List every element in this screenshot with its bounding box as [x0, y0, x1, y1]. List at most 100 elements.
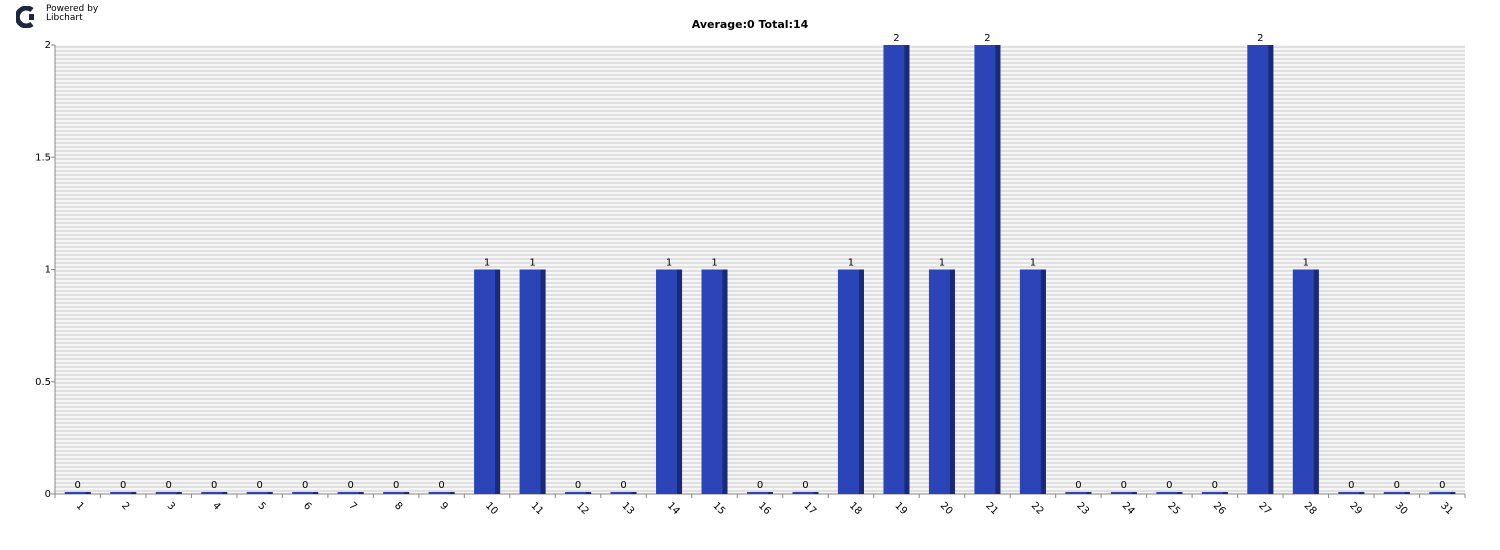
bar-shadow	[313, 492, 319, 494]
x-tick-label: 20	[938, 500, 955, 517]
bar-shadow	[813, 492, 819, 494]
bar-shadow	[404, 492, 410, 494]
bar	[1156, 492, 1183, 494]
bar	[292, 492, 319, 494]
bar-shadow	[586, 492, 592, 494]
bar	[1110, 492, 1137, 494]
x-tick-label: 22	[1029, 500, 1046, 517]
data-label: 0	[1166, 480, 1172, 491]
bar-shadow	[995, 45, 1001, 494]
bar-shadow	[1404, 492, 1410, 494]
x-tick-label: 31	[1438, 500, 1455, 517]
data-label: 2	[893, 33, 899, 44]
bar	[1429, 492, 1456, 494]
data-label: 0	[757, 480, 763, 491]
data-label: 1	[939, 258, 945, 269]
data-label: 0	[438, 480, 444, 491]
data-label: 0	[302, 480, 308, 491]
plot-background	[55, 45, 1465, 494]
data-label: 0	[393, 480, 399, 491]
bar-shadow	[1313, 269, 1319, 494]
bar-shadow	[449, 492, 455, 494]
data-label: 2	[984, 33, 990, 44]
bar-shadow	[949, 269, 955, 494]
bar	[383, 492, 410, 494]
bar-shadow	[768, 492, 773, 494]
bar	[428, 492, 455, 494]
libchart-logo-icon	[16, 6, 34, 28]
x-tick-label: 11	[528, 500, 545, 517]
data-label: 1	[711, 258, 717, 269]
bar-shadow	[85, 492, 91, 494]
bar-shadow	[1450, 492, 1456, 494]
y-tick-label: 2	[45, 40, 51, 51]
x-tick-label: 17	[801, 500, 818, 517]
x-tick-label: 19	[892, 500, 909, 517]
x-tick-label: 16	[756, 500, 773, 517]
bar-shadow	[1086, 492, 1092, 494]
data-label: 0	[1439, 480, 1445, 491]
bar-shadow	[1040, 269, 1046, 494]
x-tick-label: 3	[165, 500, 177, 512]
bar	[64, 492, 91, 494]
bar-shadow	[1222, 492, 1228, 494]
bar	[155, 492, 182, 494]
x-tick-label: 25	[1165, 500, 1182, 517]
x-tick-label: 1	[74, 500, 86, 512]
data-label: 0	[120, 480, 126, 491]
data-label: 1	[848, 258, 854, 269]
y-tick-label: 1.5	[35, 152, 51, 163]
bar	[246, 492, 273, 494]
data-label: 1	[1030, 258, 1036, 269]
libchart-credit: Powered by Libchart	[46, 5, 98, 23]
x-tick-label: 15	[710, 500, 727, 517]
x-tick-label: 9	[437, 500, 449, 512]
bar-shadow	[722, 269, 728, 494]
x-tick-label: 29	[1347, 500, 1364, 517]
bar-shadow	[131, 492, 137, 494]
bar-shadow	[1268, 45, 1274, 494]
bar-shadow	[1177, 492, 1183, 494]
x-tick-label: 12	[574, 500, 591, 517]
bar-shadow	[222, 492, 228, 494]
bar	[337, 492, 364, 494]
x-tick-label: 18	[847, 500, 864, 517]
bar	[1338, 492, 1365, 494]
x-tick-label: 6	[301, 500, 313, 512]
y-tick-label: 1	[45, 265, 51, 276]
bar	[110, 492, 137, 494]
bar-shadow	[858, 269, 864, 494]
data-label: 0	[347, 480, 353, 491]
x-tick-label: 8	[392, 500, 404, 512]
bar	[747, 492, 773, 494]
x-tick-label: 21	[983, 500, 1000, 517]
data-label: 0	[802, 480, 808, 491]
x-tick-label: 13	[619, 500, 636, 517]
bar	[1201, 492, 1228, 494]
bar	[201, 492, 228, 494]
x-tick-label: 23	[1074, 500, 1091, 517]
x-tick-label: 5	[256, 500, 268, 512]
y-tick-label: 0	[45, 489, 51, 500]
x-tick-label: 27	[1256, 500, 1273, 517]
bar	[792, 492, 819, 494]
data-label: 0	[211, 480, 217, 491]
bar-shadow	[176, 492, 182, 494]
bar-shadow	[1131, 492, 1137, 494]
bar-shadow	[267, 492, 273, 494]
x-tick-label: 4	[210, 500, 222, 512]
bar	[1065, 492, 1092, 494]
bar-shadow	[631, 492, 637, 494]
credit-line-2: Libchart	[46, 13, 83, 23]
bar-shadow	[904, 45, 910, 494]
data-label: 0	[1121, 480, 1127, 491]
bar-shadow	[358, 492, 364, 494]
bar-shadow	[540, 269, 546, 494]
data-label: 0	[620, 480, 626, 491]
chart-title: Average:0 Total:14	[692, 18, 809, 31]
data-label: 0	[1075, 480, 1081, 491]
data-label: 2	[1257, 33, 1263, 44]
x-tick-label: 28	[1302, 500, 1319, 517]
data-label: 0	[1394, 480, 1400, 491]
x-tick-label: 26	[1211, 500, 1228, 517]
